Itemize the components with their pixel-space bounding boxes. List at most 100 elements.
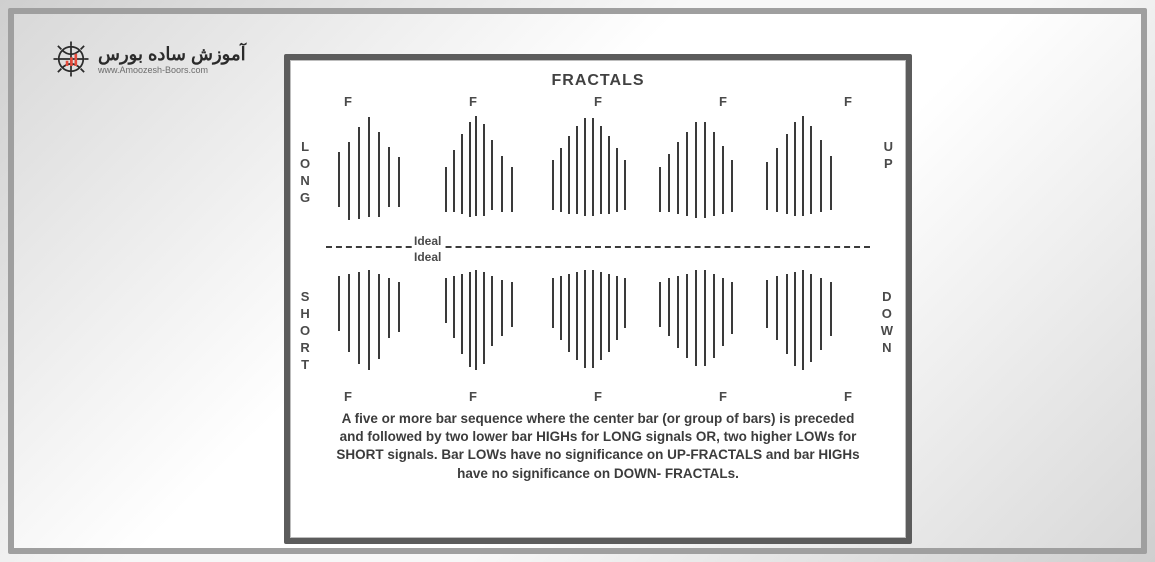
- price-bar: [608, 274, 610, 352]
- price-bar: [348, 274, 350, 352]
- price-bar: [794, 272, 796, 366]
- price-bar: [491, 140, 493, 210]
- price-bar: [616, 276, 618, 340]
- price-bar: [348, 142, 350, 220]
- price-bar: [501, 280, 503, 336]
- bar-group: [766, 112, 858, 230]
- price-bar: [378, 132, 380, 217]
- price-bar: [722, 278, 724, 346]
- price-bar: [461, 274, 463, 354]
- bar-group: [552, 268, 644, 386]
- label-short: SHORT: [300, 290, 311, 371]
- price-bar: [802, 270, 804, 370]
- logo-text-main: آموزش ساده بورس: [98, 44, 246, 65]
- caption-text: A five or more bar sequence where the ce…: [304, 410, 892, 483]
- f-label: F: [344, 94, 352, 109]
- price-bar: [616, 148, 618, 212]
- price-bar: [659, 282, 661, 327]
- price-bar: [461, 134, 463, 214]
- label-long: LONG: [300, 140, 311, 204]
- price-bar: [659, 167, 661, 212]
- price-bar: [802, 116, 804, 216]
- price-bar: [794, 122, 796, 216]
- price-bar: [677, 142, 679, 214]
- price-bar: [584, 270, 586, 368]
- price-bar: [469, 122, 471, 217]
- price-bar: [483, 124, 485, 216]
- price-bar: [624, 278, 626, 328]
- price-bar: [731, 160, 733, 212]
- f-label: F: [844, 389, 852, 404]
- price-bar: [820, 278, 822, 350]
- f-label: F: [469, 389, 477, 404]
- f-labels-top: FFFFF: [344, 94, 852, 109]
- price-bar: [820, 140, 822, 212]
- price-bar: [511, 167, 513, 212]
- price-bar: [830, 156, 832, 210]
- price-bar: [810, 274, 812, 362]
- price-bar: [378, 274, 380, 359]
- bar-group: [338, 112, 430, 230]
- price-bar: [776, 276, 778, 340]
- price-bar: [608, 136, 610, 214]
- price-bar: [552, 278, 554, 328]
- ideal-label-bot: Ideal: [412, 250, 443, 264]
- price-bar: [713, 274, 715, 358]
- price-bar: [695, 270, 697, 366]
- price-bar: [722, 146, 724, 214]
- f-label: F: [594, 94, 602, 109]
- price-bar: [568, 136, 570, 214]
- bar-groups-top: [338, 112, 858, 230]
- price-bar: [624, 160, 626, 210]
- price-bar: [445, 278, 447, 323]
- price-bar: [776, 148, 778, 212]
- divider-line: [326, 246, 870, 248]
- price-bar: [552, 160, 554, 210]
- price-bar: [475, 270, 477, 370]
- f-labels-bot: FFFFF: [344, 389, 852, 404]
- logo-text-url: www.Amoozesh-Boors.com: [98, 65, 246, 75]
- site-logo: آموزش ساده بورس www.Amoozesh-Boors.com: [50, 38, 246, 80]
- price-bar: [368, 270, 370, 370]
- bar-group: [338, 268, 430, 386]
- price-bar: [453, 150, 455, 212]
- price-bar: [830, 282, 832, 336]
- price-bar: [475, 116, 477, 216]
- price-bar: [483, 272, 485, 364]
- f-label: F: [344, 389, 352, 404]
- price-bar: [810, 126, 812, 214]
- label-up: UP: [884, 140, 894, 170]
- price-bar: [695, 122, 697, 218]
- price-bar: [568, 274, 570, 352]
- price-bar: [576, 126, 578, 214]
- price-bar: [453, 276, 455, 338]
- bar-group: [552, 112, 644, 230]
- price-bar: [766, 280, 768, 328]
- price-bar: [560, 148, 562, 212]
- price-bar: [338, 276, 340, 331]
- price-bar: [600, 272, 602, 360]
- price-bar: [686, 132, 688, 216]
- f-label: F: [594, 389, 602, 404]
- price-bar: [592, 270, 594, 368]
- bar-groups-bot: [338, 268, 858, 386]
- globe-chart-icon: [50, 38, 92, 80]
- price-bar: [560, 276, 562, 340]
- bar-group: [445, 112, 537, 230]
- price-bar: [704, 270, 706, 366]
- price-bar: [358, 127, 360, 219]
- f-label: F: [719, 389, 727, 404]
- price-bar: [686, 274, 688, 358]
- price-bar: [338, 152, 340, 207]
- chart-area: LONG UP SHORT DOWN FFFFF Ideal Ideal FFF…: [304, 94, 892, 404]
- price-bar: [677, 276, 679, 348]
- outer-frame: آموزش ساده بورس www.Amoozesh-Boors.com F…: [8, 8, 1147, 554]
- price-bar: [511, 282, 513, 327]
- ideal-label-top: Ideal: [412, 234, 443, 248]
- price-bar: [501, 156, 503, 212]
- bar-group: [766, 268, 858, 386]
- price-bar: [713, 132, 715, 216]
- price-bar: [469, 272, 471, 367]
- price-bar: [766, 162, 768, 210]
- price-bar: [668, 278, 670, 336]
